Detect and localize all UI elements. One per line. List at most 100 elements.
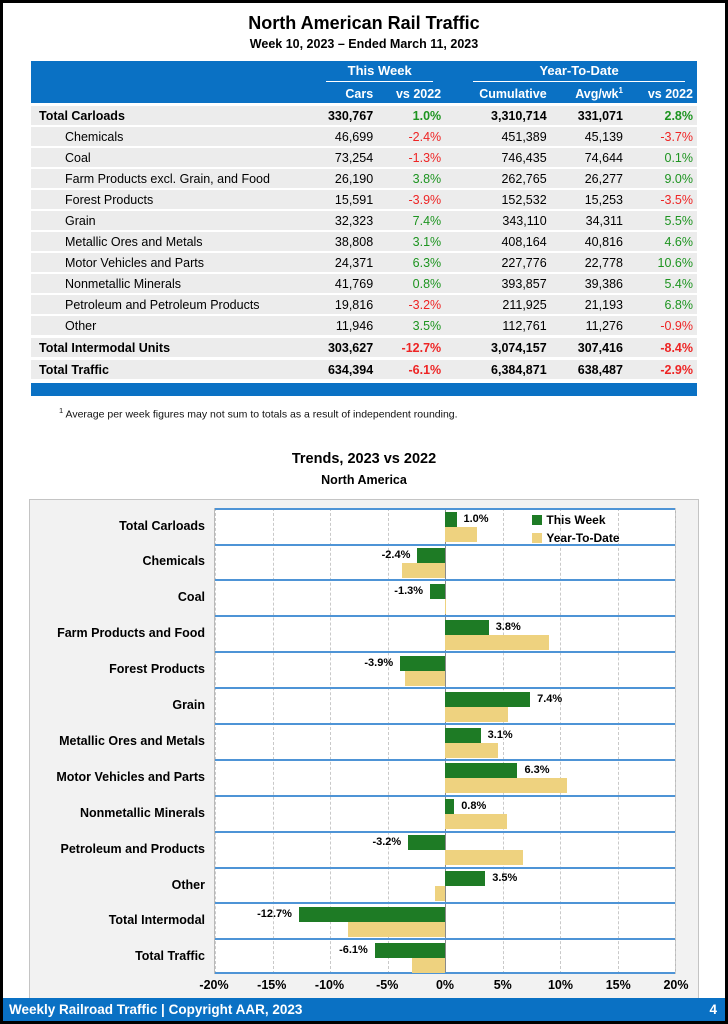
table-cell: 9.0% [634,168,697,191]
table-cell: 3.5% [383,315,446,338]
x-tick-label: -20% [199,978,229,993]
chart-band: 7.4% [215,687,675,723]
chart-category-label: Total Traffic [135,949,205,964]
table-row: Total Traffic 634,394 -6.1% 6,384,871 638,48… [31,357,697,382]
bar-ytd [402,563,445,579]
x-tick-label: -10% [314,978,345,993]
table-row: Coal 73,254 -1.3% 746,435 74,644 0.1% [31,147,697,170]
chart-band: 3.5% [215,866,675,903]
traffic-table: This Week Year-To-Date Cars vs 2022 Cumu… [31,61,697,382]
footer-bar: Weekly Railroad Traffic | Copyright AAR,… [3,998,725,1021]
table-cell: Grain [31,210,315,233]
table-cell: 6.8% [634,294,697,317]
bar-this-week [417,548,445,564]
chart-band: -3.9% [215,651,675,687]
table-cell: 152,532 [461,189,561,212]
table-cell [445,103,462,128]
table-cell: 10.6% [634,252,697,275]
table-cell: 262,765 [461,168,561,191]
legend-label-ytd: Year-To-Date [546,530,620,545]
footer-title: Weekly Railroad Traffic | Copyright AAR,… [9,1002,303,1017]
table-cell: 24,371 [314,252,384,275]
table-cell: 4.6% [634,231,697,254]
legend-item-this-week: This Week [532,513,619,527]
header-blank-cell [31,61,315,84]
chart-category-label: Metallic Ores and Metals [59,733,205,748]
table-cell: 303,627 [314,335,384,360]
table-row: Other 11,946 3.5% 112,761 11,276 -0.9% [31,315,697,338]
table-cell: 211,925 [461,294,561,317]
table-cell: 6.3% [383,252,446,275]
bar-this-week [374,942,445,958]
gridline [560,507,561,975]
chart-x-axis: -20% -15% -10% -5% 0% 5% 10% 15% 20% [32,978,688,998]
table-cell: -8.4% [634,335,697,360]
bar-value-label: 3.8% [495,620,521,633]
bar-ytd [404,670,445,686]
bar-value-label: 3.1% [487,728,513,741]
chart-category-label: Other [171,877,205,892]
bar-ytd [445,742,498,758]
table-cell: 638,487 [560,357,635,382]
chart-band: 3.8% [215,615,675,651]
legend-swatch-this-week [532,514,543,525]
chart-band: 3.1% [215,723,675,759]
chart-title: Trends, 2023 vs 2022 [291,450,437,467]
gridline [330,507,331,975]
col-header-blank [31,84,315,105]
table-cell: 32,323 [314,210,384,233]
table-cell: 746,435 [461,147,561,170]
table-cell: 11,946 [314,315,384,338]
bar-this-week [400,655,445,671]
table-cell: 22,778 [560,252,635,275]
bar-value-label: 3.5% [492,872,518,885]
table-cell: Farm Products excl. Grain, and Food [31,168,315,191]
table-cell: 331,071 [560,103,635,128]
chart-band: -3.2% [215,830,675,867]
table-cell: 73,254 [314,147,384,170]
table-cell: -3.9% [383,189,446,212]
table-cell: Other [31,315,315,338]
bar-this-week [445,799,455,815]
table-cell: 451,389 [461,126,561,149]
table-cell: 112,761 [461,315,561,338]
bar-this-week [298,906,445,922]
table-cell: 0.8% [383,273,446,296]
table-cell: 2.8% [634,103,697,128]
table-cell [445,357,462,382]
col-header-cumulative: Cumulative [461,84,561,105]
x-tick-label: 20% [663,978,689,993]
table-cell: Nonmetallic Minerals [31,273,315,296]
trends-chart: Total Carloads Chemicals Coal Farm Products… [29,498,699,1004]
table-cell: -3.7% [634,126,697,149]
gridline [502,507,504,975]
legend-item-ytd: Year-To-Date [532,530,620,545]
bar-ytd [445,850,524,866]
table-cell: 5.4% [634,273,697,296]
chart-band: 6.3% [215,758,675,795]
bar-value-label: -2.4% [381,549,411,562]
chart-band: -6.1% [215,938,675,975]
traffic-table-container: This Week Year-To-Date Cars vs 2022 Cumu… [31,61,697,382]
table-cell: -1.3% [383,147,446,170]
table-cell: Petroleum and Petroleum Products [31,294,315,317]
table-row: Total Intermodal Units 303,627 -12.7% 3,074… [31,335,697,360]
bar-value-label: -6.1% [339,943,368,956]
col-header-vs2022-ytd: vs 2022 [634,84,697,105]
bar-value-label: -12.7% [257,907,292,920]
table-cell: 26,190 [314,168,384,191]
bar-this-week [445,871,486,887]
chart-band: 1.0% [215,507,675,544]
table-cell: 0.1% [634,147,697,170]
col-header-vs2022-week: vs 2022 [383,84,446,105]
table-cell: 7.4% [383,210,446,233]
legend-label-this-week: This Week [546,512,606,527]
chart-band: -12.7% [215,902,675,938]
table-cell [445,168,462,191]
table-cell: -2.9% [634,357,697,382]
table-cell: 3,074,157 [461,335,561,360]
gridline [272,507,274,975]
table-cell: -3.5% [634,189,697,212]
gridline [617,507,619,975]
table-cell: 40,816 [560,231,635,254]
